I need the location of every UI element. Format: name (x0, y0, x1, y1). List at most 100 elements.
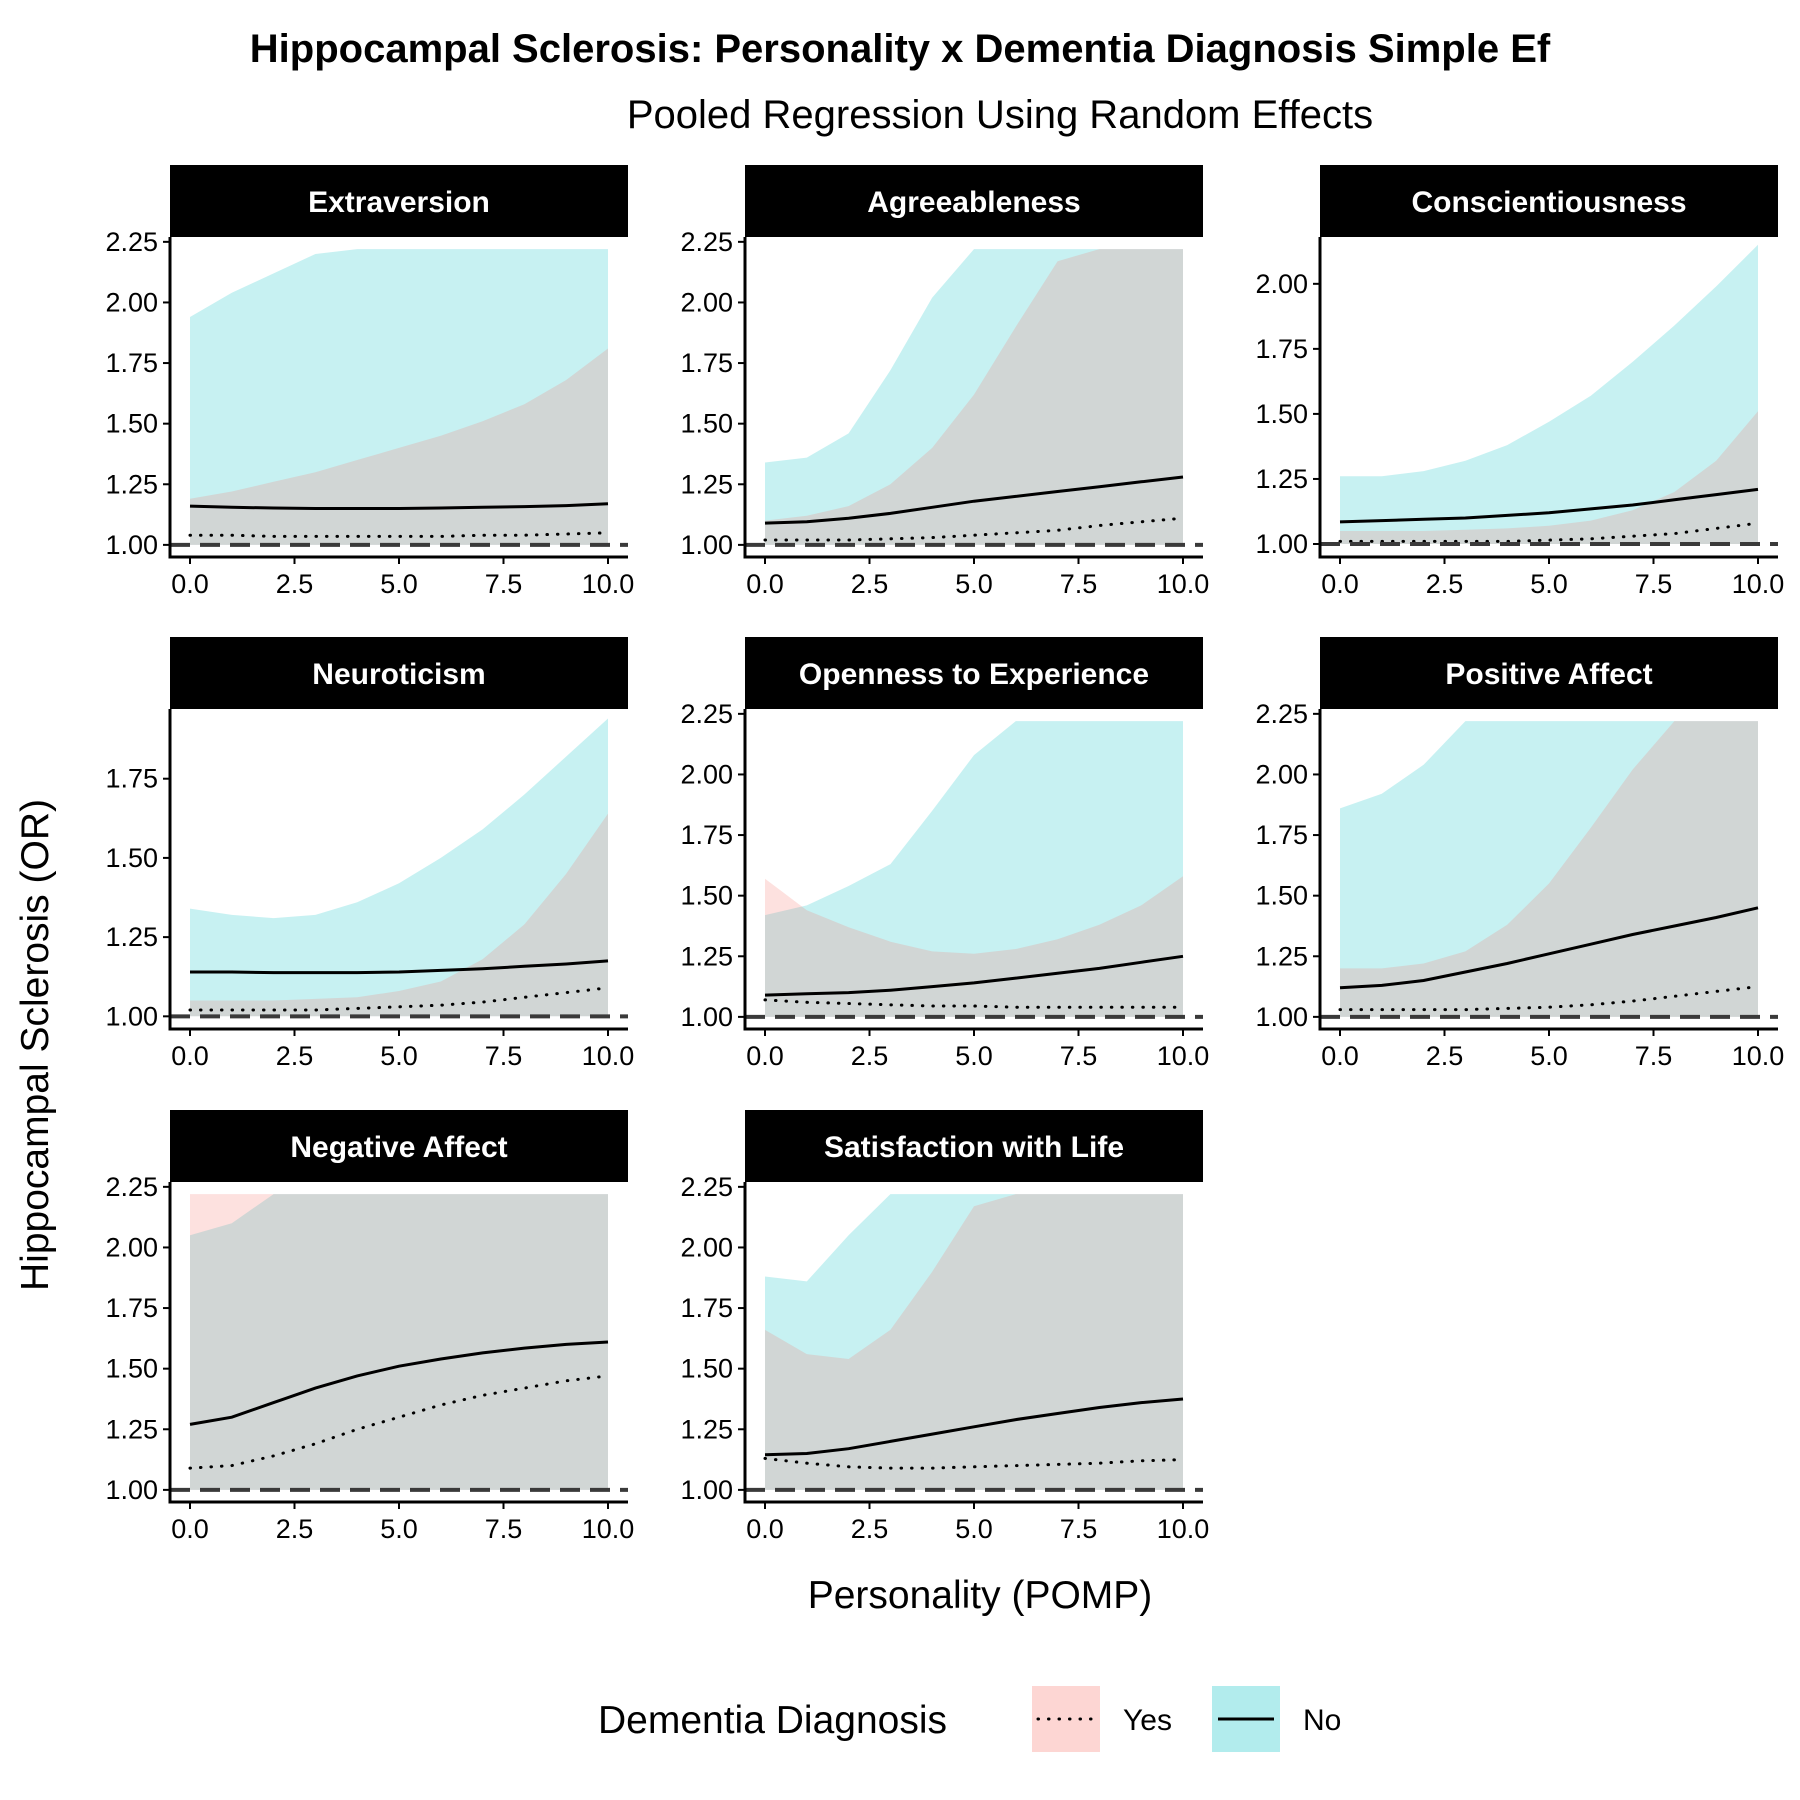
y-axis-title: Hippocampal Sclerosis (OR) (14, 799, 57, 1291)
x-tick-label: 7.5 (485, 1514, 523, 1544)
y-tick-label: 1.50 (680, 881, 733, 911)
y-tick-label: 1.25 (105, 922, 158, 952)
x-tick-label: 0.0 (171, 1514, 209, 1544)
x-tick-label: 5.0 (1530, 1041, 1568, 1071)
x-tick-label: 7.5 (1060, 1514, 1098, 1544)
ribbon-no (765, 721, 1183, 1017)
line-yes (763, 516, 1185, 542)
y-tick-label: 2.25 (105, 227, 158, 257)
y-tick-label: 1.75 (105, 764, 158, 794)
x-tick-label: 5.0 (955, 569, 993, 599)
x-tick-label: 7.5 (1060, 1041, 1098, 1071)
y-tick-label: 1.25 (105, 469, 158, 499)
plot-area (763, 721, 1185, 1017)
x-tick-label: 7.5 (1635, 569, 1673, 599)
line-no (1339, 906, 1759, 990)
facet-strip (170, 637, 628, 709)
x-tick-label: 10.0 (582, 569, 635, 599)
facet-strip (170, 165, 628, 237)
y-tick-label: 1.00 (105, 1475, 158, 1505)
line-no (764, 475, 1184, 525)
plot-area (188, 718, 610, 1017)
ribbon-no (190, 718, 608, 1017)
line-no (764, 1397, 1184, 1457)
y-tick-label: 1.00 (680, 530, 733, 560)
y-tick-label: 1.75 (680, 820, 733, 850)
ribbon-yes (190, 348, 608, 545)
ribbon-yes (765, 249, 1183, 545)
plot-area (1338, 244, 1760, 545)
x-tick-label: 2.5 (851, 1514, 889, 1544)
y-tick-label: 1.00 (105, 1001, 158, 1031)
x-tick-label: 10.0 (582, 1514, 635, 1544)
y-tick-label: 2.25 (680, 1172, 733, 1202)
ribbon-yes (765, 1194, 1183, 1490)
line-no (1339, 487, 1759, 524)
y-tick-label: 2.00 (680, 1232, 733, 1262)
x-tick-label: 5.0 (380, 1041, 418, 1071)
facet-label: Negative Affect (290, 1131, 507, 1164)
y-tick-label: 1.00 (105, 530, 158, 560)
y-tick-label: 1.25 (1255, 464, 1308, 494)
panel-openness-to-experience: Openness to Experience 1.00 1.25 1.50 1.75 2.… (680, 637, 1209, 1071)
x-tick-label: 10.0 (1732, 1041, 1785, 1071)
y-tick-label: 2.25 (105, 1172, 158, 1202)
y-tick-label: 1.25 (680, 469, 733, 499)
facet-label: Satisfaction with Life (824, 1131, 1124, 1164)
x-tick-label: 0.0 (171, 1041, 209, 1071)
facet-label: Conscientiousness (1411, 186, 1686, 219)
legend: Dementia Diagnosis Yes No (598, 1686, 1341, 1752)
chart-subtitle: Pooled Regression Using Random Effects (627, 93, 1373, 137)
x-tick-label: 2.5 (276, 1041, 314, 1071)
x-tick-label: 5.0 (955, 1041, 993, 1071)
x-tick-label: 5.0 (1530, 569, 1568, 599)
ribbon-no (1340, 721, 1758, 1017)
ribbon-yes (765, 876, 1183, 1017)
y-tick-label: 2.00 (680, 759, 733, 789)
x-axis-title: Personality (POMP) (808, 1574, 1153, 1617)
ribbon-no (765, 1194, 1183, 1490)
ribbon-yes (190, 1194, 608, 1490)
y-tick-label: 1.75 (1255, 334, 1308, 364)
x-tick-label: 2.5 (851, 569, 889, 599)
y-tick-label: 1.50 (105, 1354, 158, 1384)
x-tick-label: 10.0 (1157, 1041, 1210, 1071)
plot-area (763, 249, 1185, 545)
x-tick-label: 2.5 (1426, 1041, 1464, 1071)
ribbon-yes (1340, 411, 1758, 544)
y-tick-label: 1.25 (680, 941, 733, 971)
facet-strip (745, 637, 1203, 709)
y-tick-label: 2.00 (105, 1232, 158, 1262)
facet-label: Openness to Experience (799, 658, 1149, 691)
x-tick-label: 5.0 (955, 1514, 993, 1544)
y-tick-label: 1.75 (105, 1293, 158, 1323)
y-tick-label: 1.25 (105, 1414, 158, 1444)
panel-agreeableness: Agreeableness 1.00 1.25 1.50 1.75 2.00 2.25 0.0… (680, 165, 1209, 599)
ribbon-no (190, 1194, 608, 1490)
ribbon-no (765, 249, 1183, 545)
x-tick-label: 5.0 (380, 569, 418, 599)
x-tick-label: 10.0 (1157, 569, 1210, 599)
y-tick-label: 1.25 (680, 1414, 733, 1444)
x-tick-label: 0.0 (1321, 569, 1359, 599)
y-tick-label: 2.00 (1255, 759, 1308, 789)
y-tick-label: 1.00 (680, 1002, 733, 1032)
y-tick-label: 1.00 (680, 1475, 733, 1505)
y-tick-label: 2.25 (680, 699, 733, 729)
ribbon-no (1340, 244, 1758, 545)
x-tick-label: 2.5 (851, 1041, 889, 1071)
ribbon-yes (1340, 721, 1758, 1017)
facet-strip (1320, 165, 1778, 237)
plot-area (763, 1194, 1185, 1490)
panel-positive-affect: Positive Affect 1.00 1.25 1.50 1.75 2.00 2.25 0… (1255, 637, 1784, 1071)
panel-satisfaction-with-life: Satisfaction with Life 1.00 1.25 1.50 1.75 2.… (680, 1110, 1209, 1544)
x-tick-label: 0.0 (746, 569, 784, 599)
x-tick-label: 2.5 (1426, 569, 1464, 599)
facet-strip (170, 1110, 628, 1182)
y-tick-label: 1.50 (105, 409, 158, 439)
facet-label: Agreeableness (867, 186, 1080, 219)
line-yes (188, 531, 610, 538)
plot-area (188, 1194, 610, 1490)
legend-label-no: No (1303, 1704, 1341, 1737)
facet-strip (745, 165, 1203, 237)
